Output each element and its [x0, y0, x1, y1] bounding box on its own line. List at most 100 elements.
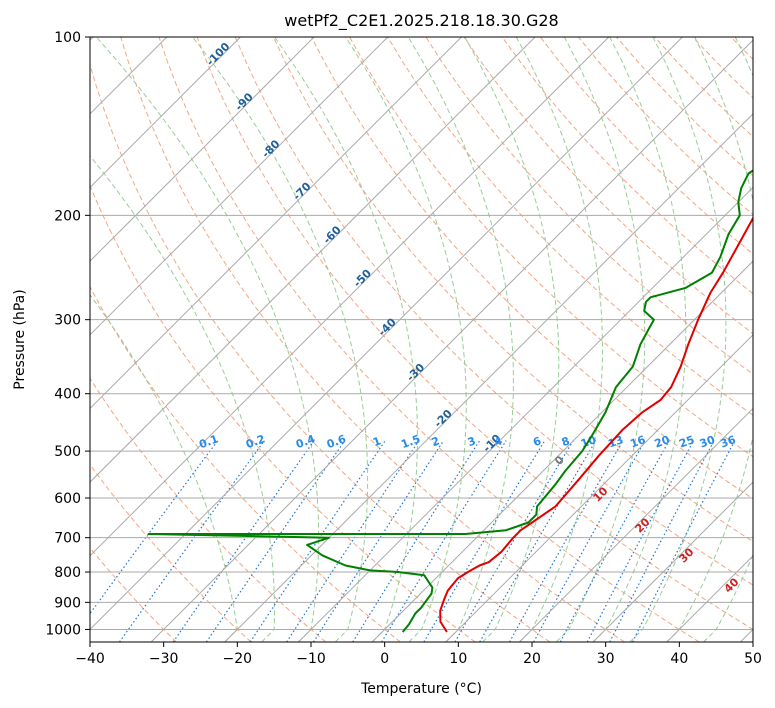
x-tick-label: 50 — [744, 651, 762, 667]
temperature-profile-line — [439, 216, 753, 633]
dry-adiabat-line — [90, 377, 327, 642]
isotherm-line — [90, 37, 241, 189]
mixing-ratio-label: 0.4 — [294, 432, 317, 451]
y-axis-title: Pressure (hPa) — [12, 289, 28, 389]
mixing-ratio-label: 1.5 — [399, 432, 422, 451]
moist-adiabat-line — [592, 37, 687, 642]
isotherm-line — [371, 260, 753, 642]
dry-adiabat-line — [120, 37, 625, 642]
x-tick-label: 20 — [523, 651, 541, 667]
x-tick-label: −40 — [75, 651, 105, 667]
isotherm-line — [90, 37, 462, 410]
mixing-ratio-label: 6 — [531, 434, 543, 449]
x-tick-label: −10 — [296, 651, 326, 667]
dry-adiabat-line — [349, 37, 753, 458]
mixing-ratio-line — [632, 440, 736, 642]
isotherm-line — [90, 37, 389, 336]
chart-title: wetPf2_C2E1.2025.218.18.30.G28 — [284, 11, 558, 31]
moist-adiabat-line — [515, 37, 603, 642]
mixing-ratio-label: 13 — [606, 433, 625, 450]
moist-adiabat-line — [464, 37, 560, 642]
dry-adiabat-line — [90, 463, 252, 642]
grid-lines — [90, 37, 753, 642]
y-tick-label: 500 — [54, 444, 81, 460]
mixing-ratio-label: 8 — [560, 434, 572, 449]
mixing-ratio-line — [90, 440, 219, 615]
moist-adiabat-line — [703, 37, 753, 642]
isotherm-line — [90, 37, 610, 557]
isotherm-line — [150, 39, 753, 642]
isotherm-line — [90, 37, 315, 262]
mixing-ratio-label: 3 — [466, 434, 478, 449]
x-tick-label: 30 — [597, 651, 615, 667]
dry-adiabat-line — [425, 37, 753, 375]
moist-adiabat-line — [407, 37, 514, 642]
x-tick-label: 40 — [670, 651, 688, 667]
moist-adiabat-line — [96, 37, 320, 642]
mixing-ratio-label: 0.6 — [325, 432, 348, 451]
dewpoint-profile-line — [147, 169, 753, 633]
y-tick-label: 300 — [54, 313, 81, 329]
mixing-ratio-line — [286, 440, 420, 642]
dry-adiabat-line — [90, 62, 551, 642]
isotherm-line — [90, 37, 536, 483]
x-axis-ticks: −40 −30 −20 −10 0 10 20 30 40 50 — [75, 642, 762, 667]
mixing-ratio-label: 16 — [628, 433, 647, 451]
mixing-ratio-label: 25 — [677, 433, 696, 450]
x-tick-label: −30 — [149, 651, 179, 667]
isotherm-line — [519, 407, 753, 642]
isotherm-line — [90, 37, 683, 631]
mixing-ratio-label: 36 — [719, 433, 738, 451]
mixing-ratio-line — [312, 440, 445, 642]
mixing-ratio-line — [249, 440, 386, 642]
moist-adiabat-line — [274, 37, 418, 642]
dry-adiabat-line — [311, 37, 753, 500]
mixing-ratio-line — [479, 440, 597, 642]
mixing-ratio-label: 4 — [492, 434, 504, 449]
x-tick-label: 0 — [380, 651, 389, 667]
y-tick-label: 1000 — [45, 622, 81, 638]
y-tick-label: 400 — [54, 387, 81, 403]
mixing-ratio-label: 0.1 — [197, 432, 220, 451]
y-tick-label: 200 — [54, 208, 81, 224]
moist-adiabat-line — [666, 37, 753, 642]
series-lines — [147, 169, 753, 633]
mixing-ratio-label: 30 — [698, 433, 717, 451]
x-tick-label: 10 — [449, 651, 467, 667]
mixing-ratio-line — [172, 440, 315, 642]
y-tick-label: 100 — [54, 30, 81, 46]
dry-adiabat-line — [501, 37, 753, 295]
isotherm-line — [298, 186, 753, 642]
mixing-ratio-line — [119, 440, 265, 642]
y-tick-label: 700 — [54, 531, 81, 547]
y-tick-label: 900 — [54, 595, 81, 611]
isotherm-line — [224, 113, 753, 642]
dry-adiabat-line — [234, 37, 753, 586]
moist-adiabat-line — [345, 37, 467, 642]
mixing-ratio-line — [454, 440, 574, 642]
y-axis-ticks: 100 200 300 400 500 600 700 800 900 1000 — [45, 30, 90, 638]
mixing-ratio-label: 0.2 — [244, 432, 267, 451]
dry-adiabat-line — [272, 37, 753, 543]
moist-adiabat-line — [629, 37, 727, 642]
moist-adiabat-line — [555, 37, 646, 642]
mixing-ratio-line — [559, 440, 670, 642]
moist-adiabat-line — [192, 37, 369, 642]
isotherm-line — [592, 481, 753, 642]
moist-adiabat-line — [90, 155, 275, 642]
isotherm-line — [445, 334, 753, 642]
mixing-ratio-line — [533, 440, 646, 642]
dry-adiabat-line — [387, 37, 753, 416]
mixing-ratio-line — [352, 440, 481, 642]
mixing-ratio-label: 2 — [430, 434, 442, 449]
y-tick-label: 800 — [54, 565, 81, 581]
dry-adiabat-line — [90, 547, 177, 642]
dry-adiabat-line — [196, 37, 753, 630]
dry-adiabat-line — [158, 37, 700, 642]
mixing-ratio-line — [509, 440, 624, 642]
mixing-ratio-label: 1 — [371, 434, 383, 449]
x-axis-title: Temperature (°C) — [360, 681, 482, 697]
x-tick-label: −20 — [223, 651, 253, 667]
mixing-ratio-line — [423, 440, 546, 642]
